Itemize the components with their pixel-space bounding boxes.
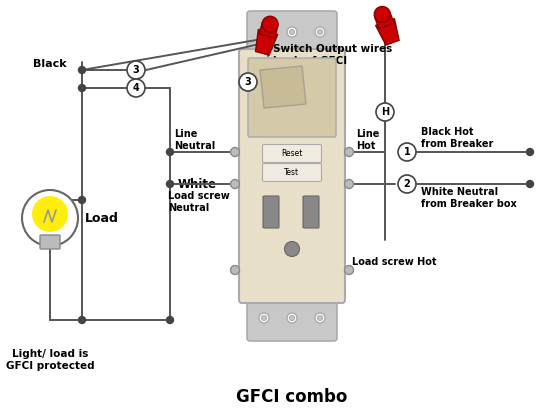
Text: Reset: Reset <box>281 149 303 158</box>
Circle shape <box>167 180 173 188</box>
Text: White: White <box>178 179 217 191</box>
Circle shape <box>289 315 294 321</box>
Polygon shape <box>259 22 278 38</box>
Text: Load screw Hot: Load screw Hot <box>352 257 437 267</box>
FancyBboxPatch shape <box>263 196 279 228</box>
Circle shape <box>230 148 239 157</box>
Circle shape <box>315 27 325 37</box>
Polygon shape <box>256 29 278 55</box>
Circle shape <box>79 67 85 73</box>
Circle shape <box>22 190 78 246</box>
FancyBboxPatch shape <box>248 58 336 137</box>
Text: 3: 3 <box>245 77 251 87</box>
Circle shape <box>344 148 354 157</box>
Circle shape <box>284 242 300 257</box>
Text: 3: 3 <box>133 65 139 75</box>
Text: Black Hot
from Breaker: Black Hot from Breaker <box>421 127 493 149</box>
Text: 2: 2 <box>404 179 410 189</box>
Text: Line
Neutral: Line Neutral <box>174 129 215 151</box>
FancyBboxPatch shape <box>262 144 322 162</box>
Circle shape <box>167 317 173 324</box>
FancyBboxPatch shape <box>247 293 337 341</box>
FancyBboxPatch shape <box>262 164 322 182</box>
Text: Load screw
Neutral: Load screw Neutral <box>168 191 230 213</box>
Circle shape <box>374 7 390 22</box>
Circle shape <box>259 27 269 37</box>
Polygon shape <box>375 12 394 29</box>
Polygon shape <box>260 66 306 108</box>
Circle shape <box>398 143 416 161</box>
Text: H: H <box>381 107 389 117</box>
Circle shape <box>79 317 85 324</box>
Text: Line
Hot: Line Hot <box>356 129 380 151</box>
FancyBboxPatch shape <box>247 11 337 59</box>
Text: Black: Black <box>34 59 67 69</box>
Circle shape <box>398 175 416 193</box>
Circle shape <box>289 29 294 35</box>
Circle shape <box>239 73 257 91</box>
FancyBboxPatch shape <box>239 49 345 303</box>
Circle shape <box>262 16 278 32</box>
Text: Test: Test <box>284 168 300 177</box>
Circle shape <box>344 266 354 275</box>
Circle shape <box>127 61 145 79</box>
Circle shape <box>287 313 297 323</box>
Text: 1: 1 <box>404 147 410 157</box>
Circle shape <box>344 180 354 188</box>
Circle shape <box>526 149 534 155</box>
Circle shape <box>317 29 322 35</box>
Circle shape <box>261 29 267 35</box>
Circle shape <box>230 266 239 275</box>
Polygon shape <box>376 19 399 45</box>
Text: 4: 4 <box>133 83 139 93</box>
Circle shape <box>167 149 173 155</box>
Text: Switch Output wires
back of GFCI: Switch Output wires back of GFCI <box>273 44 392 66</box>
Circle shape <box>230 180 239 188</box>
Circle shape <box>127 79 145 97</box>
Circle shape <box>287 27 297 37</box>
FancyBboxPatch shape <box>303 196 319 228</box>
Circle shape <box>317 315 322 321</box>
Circle shape <box>79 84 85 91</box>
Text: White Neutral
from Breaker box: White Neutral from Breaker box <box>421 187 517 209</box>
Circle shape <box>526 180 534 188</box>
Circle shape <box>261 315 267 321</box>
Circle shape <box>259 313 269 323</box>
Text: GFCI combo: GFCI combo <box>236 388 348 406</box>
Circle shape <box>315 313 325 323</box>
Text: Light/ load is
GFCI protected: Light/ load is GFCI protected <box>6 349 94 371</box>
Circle shape <box>79 197 85 204</box>
Text: Load: Load <box>85 211 119 224</box>
Circle shape <box>32 196 68 232</box>
Circle shape <box>376 103 394 121</box>
FancyBboxPatch shape <box>40 235 60 249</box>
